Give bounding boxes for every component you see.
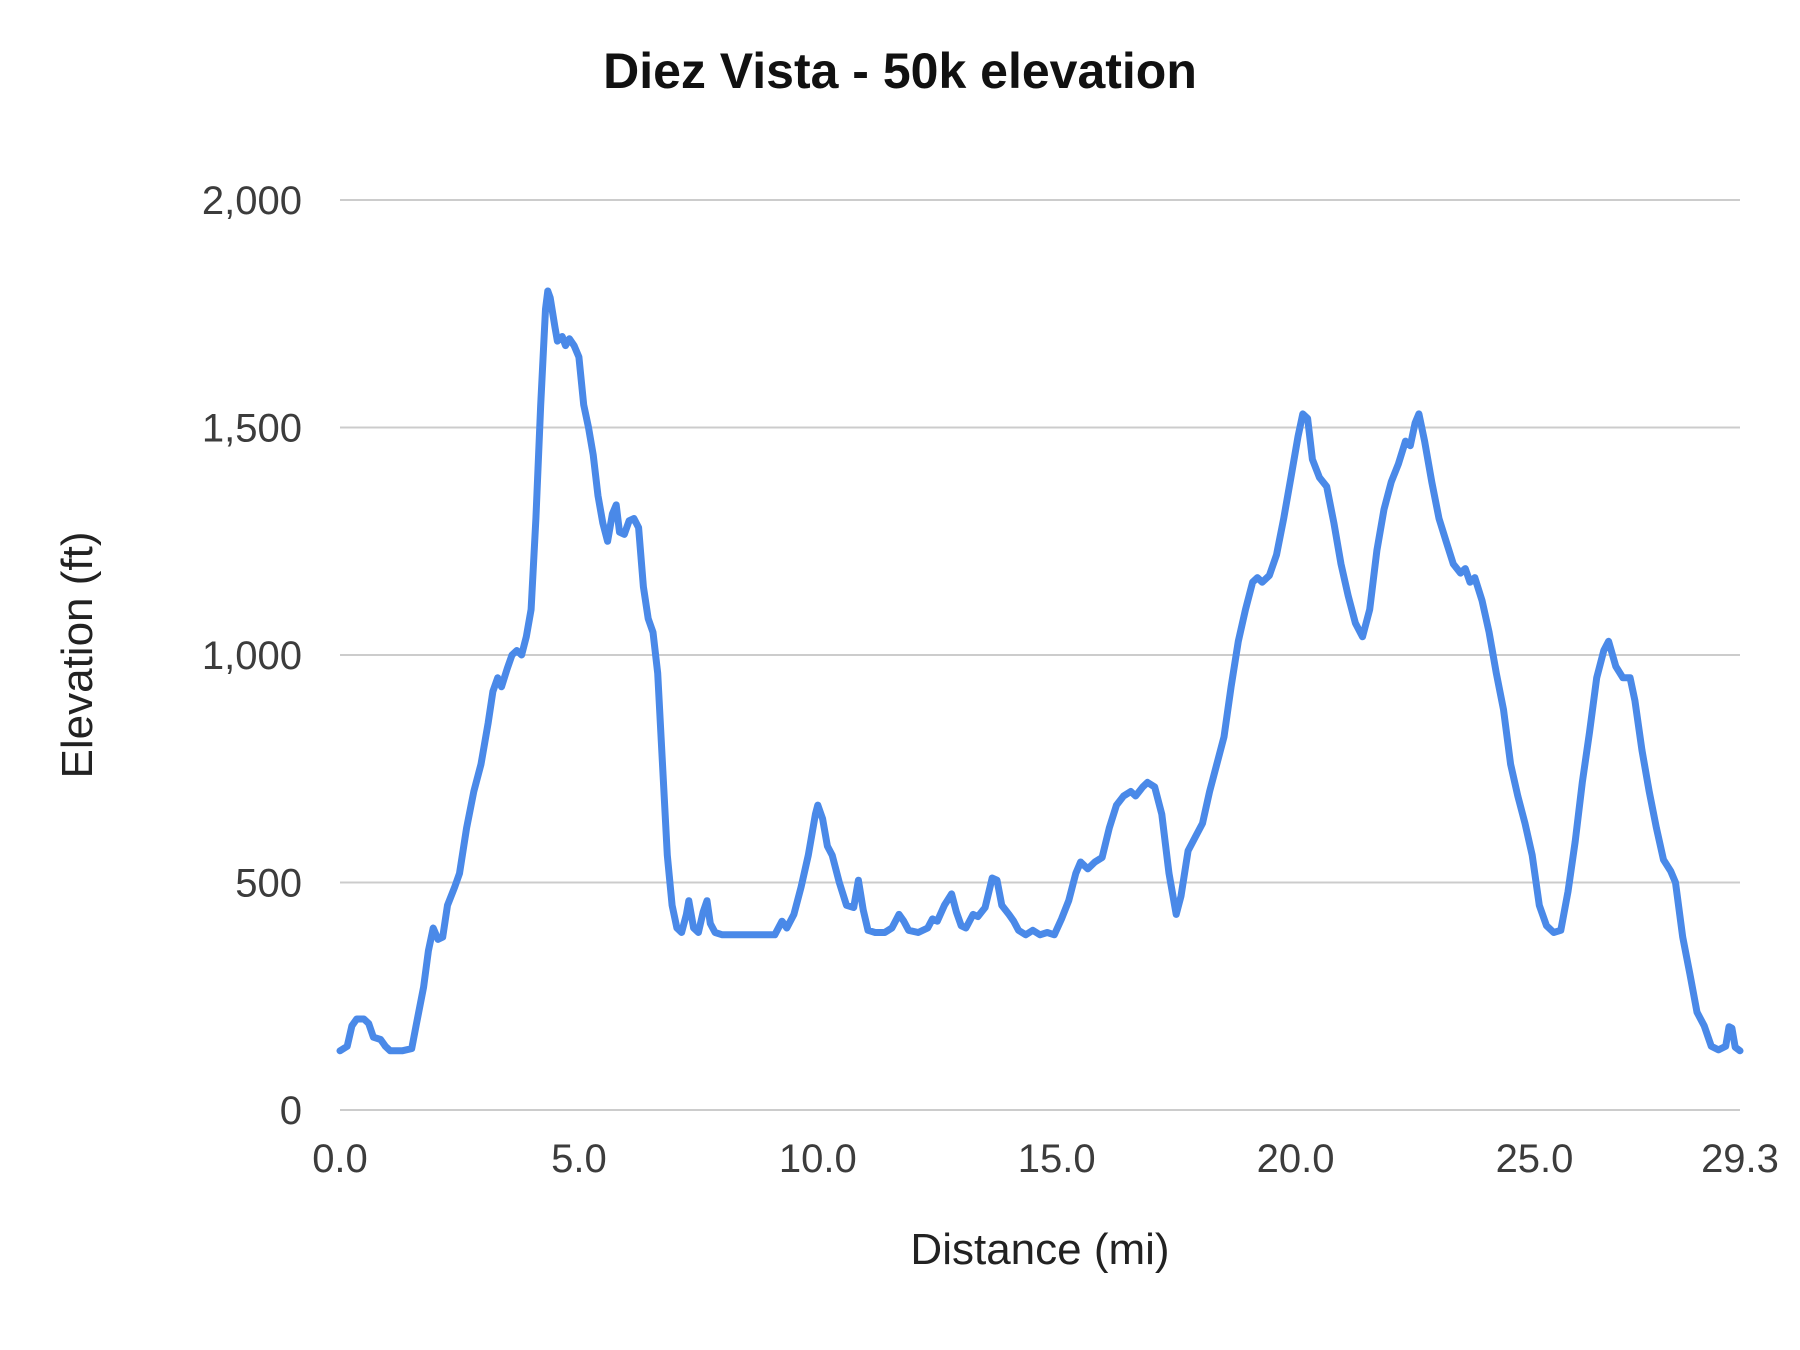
y-tick-label: 1,000 [202,634,302,678]
x-tick-label: 20.0 [1257,1137,1335,1181]
x-tick-label: 0.0 [312,1137,368,1181]
elevation-series-line [336,287,1744,1055]
chart-title: Diez Vista - 50k elevation [603,43,1197,99]
y-tick-label: 2,000 [202,179,302,223]
y-tick-label: 1,500 [202,407,302,451]
x-tick-label: 15.0 [1018,1137,1096,1181]
y-tick-label: 0 [280,1089,302,1133]
x-tick-label: 29.3 [1701,1137,1779,1181]
x-tick-label: 5.0 [551,1137,607,1181]
x-tick-label: 25.0 [1496,1137,1574,1181]
x-tick-label: 10.0 [779,1137,857,1181]
x-axis-title: Distance (mi) [910,1225,1170,1274]
y-tick-label: 500 [235,862,302,906]
